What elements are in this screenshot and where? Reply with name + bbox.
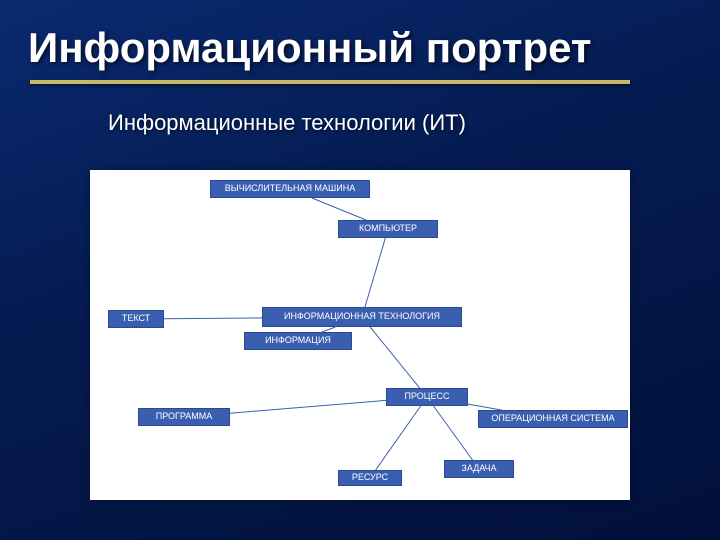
node-n6: ПРОГРАММА — [138, 408, 230, 426]
edge-n4-n7 — [370, 327, 420, 388]
node-n2: КОМПЬЮТЕР — [338, 220, 438, 238]
node-n8: ОПЕРАЦИОННАЯ СИСТЕМА — [478, 410, 628, 428]
slide: Информационный портрет Информационные те… — [0, 0, 720, 540]
node-n5: ИНФОРМАЦИЯ — [244, 332, 352, 350]
edge-n2-n4 — [365, 238, 385, 307]
node-n9: РЕСУРС — [338, 470, 402, 486]
node-n7: ПРОЦЕСС — [386, 388, 468, 406]
node-n10: ЗАДАЧА — [444, 460, 514, 478]
node-n3: ТЕКСТ — [108, 310, 164, 328]
edge-n6-n7 — [230, 400, 386, 413]
slide-subtitle: Информационные технологии (ИТ) — [108, 110, 466, 136]
edge-n7-n9 — [376, 406, 421, 470]
edge-n7-n10 — [434, 406, 473, 460]
title-underline — [30, 80, 630, 84]
diagram-panel: ВЫЧИСЛИТЕЛЬНАЯ МАШИНА КОМПЬЮТЕР ТЕКСТ ИНФОР… — [90, 170, 630, 500]
node-n4: ИНФОРМАЦИОННАЯ ТЕХНОЛОГИЯ — [262, 307, 462, 327]
edge-n1-n2 — [312, 198, 366, 220]
node-n1: ВЫЧИСЛИТЕЛЬНАЯ МАШИНА — [210, 180, 370, 198]
edge-n3-n4 — [164, 318, 262, 319]
slide-title: Информационный портрет — [28, 24, 592, 72]
